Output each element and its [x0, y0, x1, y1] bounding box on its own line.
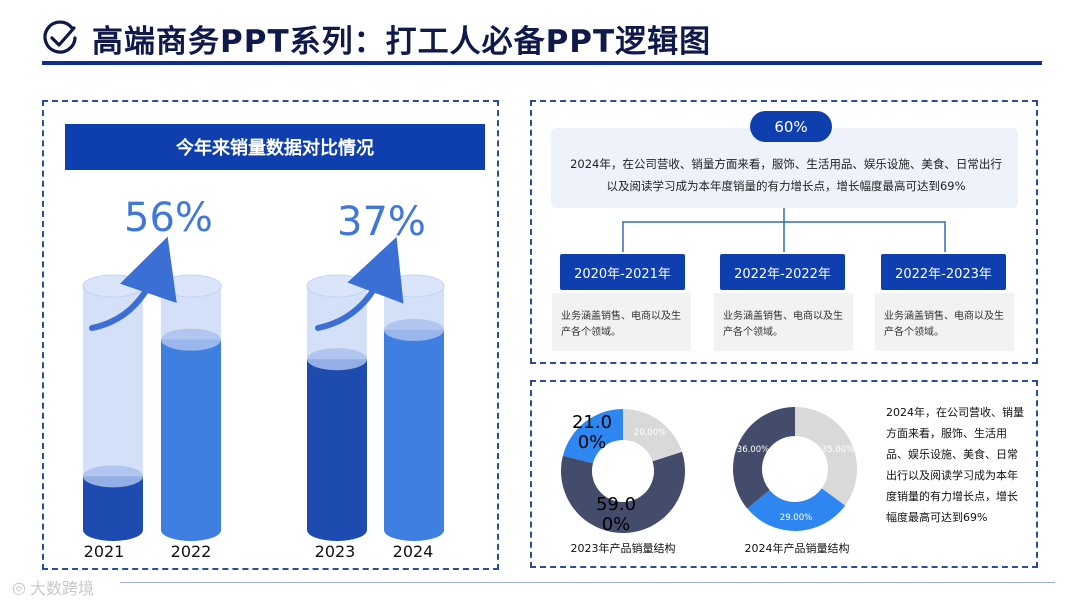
year-label-2023: 2023	[314, 542, 356, 561]
page-title: 高端商务PPT系列：打工人必备PPT逻辑图	[92, 23, 712, 60]
period-text-3: 业务涵盖销售、电商以及生产各个领域。	[884, 311, 1004, 338]
period-button-1: 2020年-2021年	[560, 254, 685, 290]
donut2-layer-slice-label-2: 36.00%	[737, 445, 769, 455]
cylinder-2022	[160, 274, 222, 541]
period-button-2: 2022年-2022年	[720, 254, 845, 290]
percent-badge: 60%	[750, 111, 832, 142]
donut2-caption: 2024年产品销量结构	[744, 542, 850, 555]
year-label-2021: 2021	[83, 542, 125, 561]
comparison-header: 今年来销量数据对比情况	[65, 124, 485, 170]
donut1-layer-slice-2	[562, 409, 623, 464]
watermark-logo-icon: ◎	[12, 577, 26, 597]
period-button-3: 2022年-2023年	[881, 254, 1006, 290]
donut1-caption: 2023年产品销量结构	[570, 542, 676, 555]
donut1-layer-big-label: 0%	[602, 514, 631, 535]
sales-comparison-panel	[42, 100, 499, 570]
donut1-layer-big-label: 21.0	[572, 412, 612, 433]
watermark-text: 大数跨境	[29, 579, 94, 598]
cylinder-2024	[383, 274, 445, 541]
check-circle-icon	[43, 20, 77, 54]
period-box-2	[714, 293, 853, 351]
donut2-layer-slice-label-1: 29.00%	[780, 513, 812, 523]
growth-arrow-1	[89, 236, 177, 331]
donut-side-text: 2024年，在公司营收、销量方面来看，服饰、生活用品、娱乐设施、美食、日常出行以…	[886, 406, 1024, 524]
year-label-2022: 2022	[170, 542, 212, 561]
donut1-layer-big-label: 0%	[578, 432, 607, 453]
title-row: 高端商务PPT系列：打工人必备PPT逻辑图	[42, 16, 711, 60]
donut1-layer-slice-label-0: 20.00%	[634, 428, 666, 438]
donut2-layer-slice-2	[733, 407, 795, 509]
footer-rule	[120, 582, 1055, 583]
period-box-1	[552, 293, 691, 351]
summary-text: 2024年，在公司营收、销量方面来看，服饰、生活用品、娱乐设施、美食、日常出行以…	[570, 157, 1002, 193]
timeline-panel	[530, 100, 1038, 364]
donut1-layer-slice-1	[560, 451, 685, 533]
growth-percent-1: 56%	[124, 195, 213, 241]
donut-panel	[530, 380, 1038, 568]
period-box-3	[875, 293, 1014, 351]
cylinder-2023-fill	[307, 359, 367, 530]
watermark: ◎ 大数跨境	[12, 575, 94, 599]
cylinder-2024-fill	[384, 329, 444, 530]
title-rule	[42, 61, 1042, 65]
donut2-layer-slice-1	[747, 488, 846, 531]
donut2-layer-slice-label-0: 35.00%	[822, 445, 854, 455]
year-label-2024: 2024	[392, 542, 434, 561]
donut1-layer-slice-0	[623, 409, 682, 462]
period-text-1: 业务涵盖销售、电商以及生产各个领域。	[561, 311, 681, 338]
growth-arrow-2	[315, 236, 404, 331]
donut1-layer-big-label: 59.0	[596, 494, 636, 515]
donut2-layer-slice-0	[795, 407, 857, 506]
period-text-2: 业务涵盖销售、电商以及生产各个领域。	[723, 311, 843, 338]
cylinder-2022-fill	[161, 339, 221, 530]
